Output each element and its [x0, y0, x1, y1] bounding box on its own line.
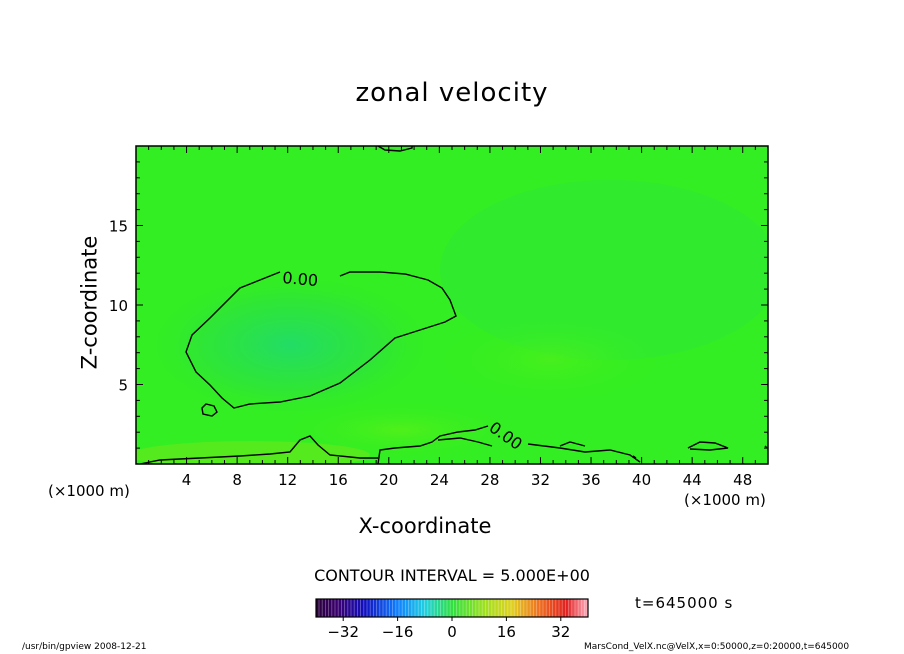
velocity-field	[136, 146, 768, 464]
contour-zero-bottom	[377, 425, 729, 464]
x-tick-label: 48	[733, 471, 752, 489]
x-tick-label: 12	[278, 471, 297, 489]
x-tick-label: 8	[232, 471, 242, 489]
contour-bottom-left	[139, 435, 378, 464]
colorbar-tick-label: −16	[382, 623, 414, 641]
x-tick-label: 24	[430, 471, 449, 489]
footer-source: MarsCond_VelX.nc@VelX,x=0:50000,z=0:2000…	[584, 642, 850, 652]
field-cool-region-right	[440, 180, 768, 360]
colorbar-stripes	[318, 599, 589, 617]
x-unit-label-left: (×1000 m)	[48, 482, 130, 500]
field-cool-region	[140, 270, 440, 420]
colorbar-tick-label: −32	[327, 623, 359, 641]
field-warm-region-2	[430, 315, 670, 405]
x-axis: 4 8 12 16 20 24 28 32 36 40 44 48	[148, 146, 756, 489]
y-tick-label: 10	[109, 297, 128, 315]
x-unit-label-right: (×1000 m)	[684, 491, 766, 509]
contour-zero-main	[185, 271, 457, 409]
y-tick-label: 5	[118, 377, 128, 395]
x-tick-label: 28	[480, 471, 499, 489]
field-warm-region	[280, 400, 520, 460]
colorbar-ticks: −32 −16 0 16 32	[327, 617, 570, 641]
x-tick-label: 32	[531, 471, 550, 489]
colorbar-tick-label: 32	[551, 623, 570, 641]
y-axis: 5 10 15	[109, 161, 768, 449]
contour-label-1: 0.00	[282, 268, 319, 290]
y-tick-label: 15	[109, 218, 128, 236]
x-tick-label: 36	[581, 471, 600, 489]
x-tick-label: 16	[329, 471, 348, 489]
colorbar-fill	[316, 599, 588, 617]
colorbar-tick-label: 16	[497, 623, 516, 641]
x-tick-label: 40	[632, 471, 651, 489]
x-tick-label: 44	[683, 471, 702, 489]
contour-zero-top	[377, 146, 413, 152]
y-axis-label: Z-coordinate	[77, 235, 102, 370]
x-axis-label: X-coordinate	[358, 514, 492, 538]
colorbar: −32 −16 0 16 32	[315, 598, 589, 641]
contour-interval-label: CONTOUR INTERVAL = 5.000E+00	[314, 566, 590, 585]
x-tick-label: 4	[182, 471, 192, 489]
colorbar-tick-label: 0	[447, 623, 457, 641]
footer-command: /usr/bin/gpview 2008-12-21	[22, 642, 147, 652]
x-tick-label: 20	[379, 471, 398, 489]
chart-title: zonal velocity	[355, 78, 549, 108]
time-label: t=645000 s	[635, 594, 734, 612]
contour-lines	[139, 146, 768, 464]
contour-zero-small	[201, 403, 218, 417]
